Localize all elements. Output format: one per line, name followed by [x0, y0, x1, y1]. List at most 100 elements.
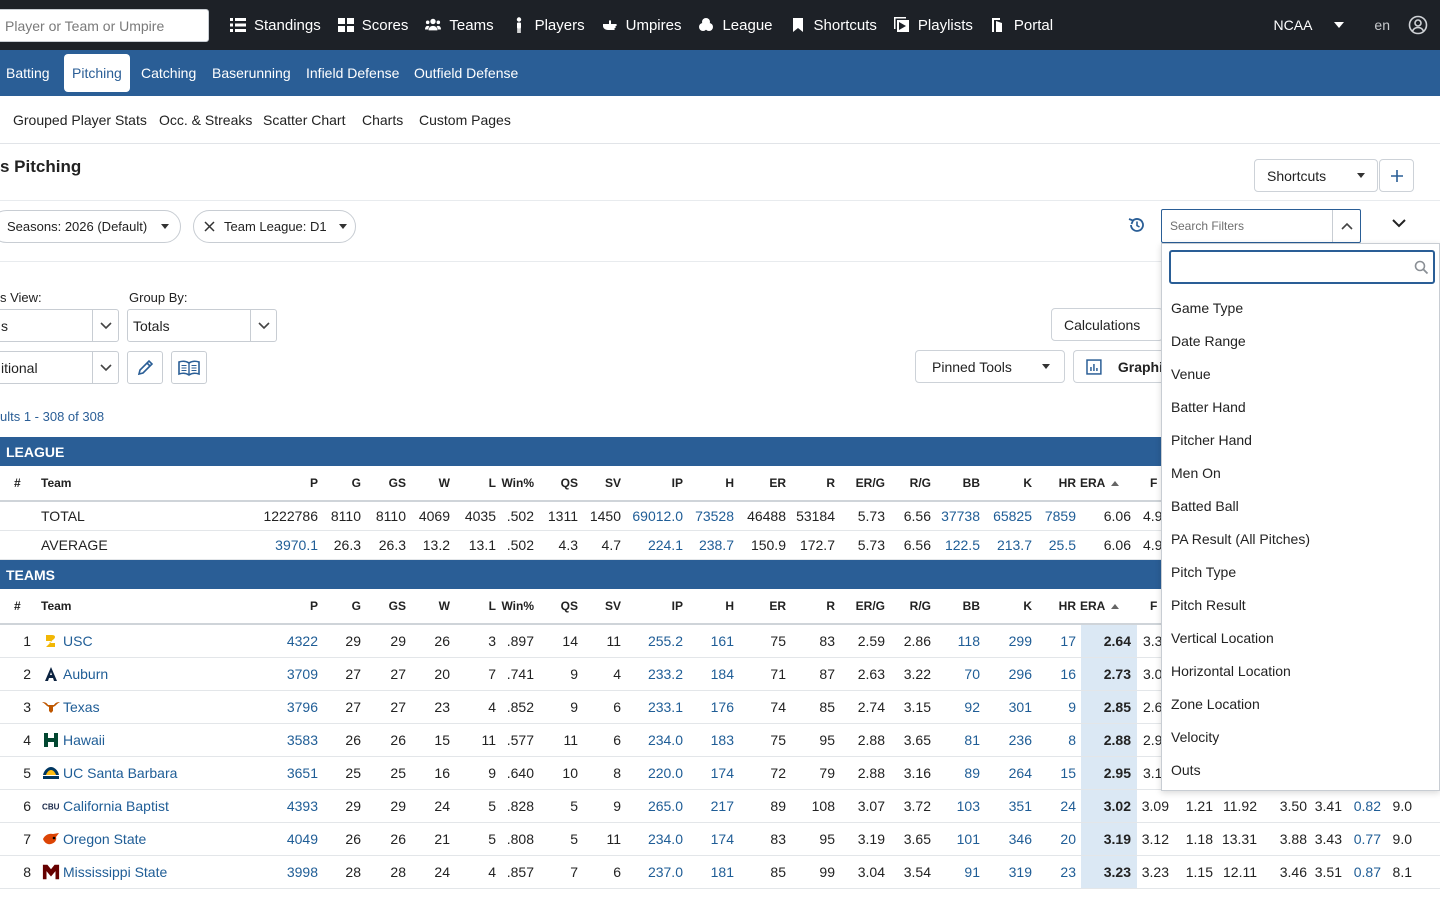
cell-h[interactable]: 174	[710, 831, 734, 847]
subnav-charts[interactable]: Charts	[362, 112, 404, 128]
team-link[interactable]: California Baptist	[63, 798, 169, 814]
filter-option-pa-result-all-pitches[interactable]: PA Result (All Pitches)	[1171, 531, 1311, 547]
column-header-p[interactable]: P	[258, 589, 318, 623]
filter-option-velocity[interactable]: Velocity	[1171, 729, 1220, 745]
reset-history-icon[interactable]	[1127, 215, 1147, 235]
table-row[interactable]: 1 USC 4322 29 29 26 3 .897 14 11 255.2 161 75 83 2.59 2…	[0, 625, 1440, 658]
filter-option-outs[interactable]: Outs	[1171, 762, 1201, 778]
team-link[interactable]: Texas	[63, 699, 100, 715]
column-header-ip[interactable]: IP	[623, 466, 683, 500]
cell-k[interactable]: 264	[1008, 765, 1032, 781]
table-row[interactable]: 4 Hawaii 3583 26 26 15 11 .577 11 6 234.0 183 75 95 2.…	[0, 724, 1440, 757]
column-header-g[interactable]: G	[301, 589, 361, 623]
cell-h[interactable]: 176	[710, 699, 734, 715]
column-header-f[interactable]: F	[1150, 589, 1170, 623]
cell-ip[interactable]: 233.2	[647, 666, 683, 682]
column-header-era[interactable]: ERA	[1080, 589, 1132, 623]
team-cell[interactable]: Texas	[42, 691, 262, 723]
cell-k[interactable]: 319	[1008, 864, 1032, 880]
filter-option-pitch-type[interactable]: Pitch Type	[1171, 564, 1237, 580]
tab-outfield-defense[interactable]: Outfield Defense	[414, 65, 519, 81]
column-header-h[interactable]: H	[674, 589, 734, 623]
column-header-ip[interactable]: IP	[623, 589, 683, 623]
cell-p[interactable]: 3970.1	[275, 537, 318, 553]
column-header-hr[interactable]: HR	[1016, 589, 1076, 623]
table-row[interactable]: 8 Mississippi State 3998 28 28 24 4 .857 7 6 237.0…	[0, 856, 1440, 889]
tab-infield-defense[interactable]: Infield Defense	[306, 65, 400, 81]
cell-p[interactable]: 3998	[286, 864, 318, 880]
column-header-bb[interactable]: BB	[920, 466, 980, 500]
cell-ip[interactable]: 234.0	[647, 831, 683, 847]
column-header-gs[interactable]: GS	[346, 589, 406, 623]
cell-h[interactable]: 184	[710, 666, 734, 682]
cell-extra[interactable]: 0.77	[1353, 831, 1381, 847]
cell-h[interactable]: 73528	[695, 508, 734, 524]
cell-hr[interactable]: 9	[1068, 699, 1076, 715]
table-row[interactable]: 2 Auburn 3709 27 27 20 7 .741 9 4 233.2 184 71 87 2.63…	[0, 658, 1440, 691]
team-cell[interactable]: Oregon State	[42, 823, 262, 855]
column-header-w[interactable]: W	[390, 466, 450, 500]
team-link[interactable]: USC	[63, 633, 93, 649]
cell-h[interactable]: 174	[710, 765, 734, 781]
search-filters-input[interactable]	[1162, 210, 1332, 242]
filter-option-date-range[interactable]: Date Range	[1171, 333, 1246, 349]
filter-option-batter-hand[interactable]: Batter Hand	[1171, 399, 1246, 415]
column-header-sv[interactable]: SV	[561, 466, 621, 500]
column-header-f[interactable]: F	[1150, 466, 1170, 500]
cell-bb[interactable]: 101	[956, 831, 980, 847]
table-row[interactable]: 5 UC Santa Barbara 3651 25 25 16 9 .640 10 8 220.0…	[0, 757, 1440, 790]
column-header-era[interactable]: ERA	[1080, 466, 1132, 500]
filter-option-pitch-result[interactable]: Pitch Result	[1171, 597, 1246, 613]
cell-bb[interactable]: 118	[957, 633, 980, 649]
team-cell[interactable]: CBU California Baptist	[42, 790, 262, 822]
tab-catching[interactable]: Catching	[141, 65, 197, 81]
cell-ip[interactable]: 255.2	[647, 633, 683, 649]
org-selector[interactable]: NCAA	[1274, 17, 1345, 33]
column-header-er-g[interactable]: ER/G	[825, 589, 885, 623]
cell-h[interactable]: 238.7	[698, 537, 734, 553]
filter-options-search[interactable]	[1169, 250, 1435, 284]
team-cell[interactable]: UC Santa Barbara	[42, 757, 262, 789]
team-link[interactable]: Mississippi State	[63, 864, 168, 880]
column-header-qs[interactable]: QS	[518, 589, 578, 623]
global-search-box[interactable]	[0, 9, 209, 42]
column-header-h[interactable]: H	[674, 466, 734, 500]
table-row[interactable]: 3 Texas 3796 27 27 23 4 .852 9 6 233.1 176 74 85 2.74 3…	[0, 691, 1440, 724]
shortcuts-dropdown-button[interactable]: Shortcuts	[1254, 159, 1378, 192]
nav-players[interactable]: Players	[510, 16, 585, 34]
column-header-g[interactable]: G	[301, 466, 361, 500]
nav-standings[interactable]: Standings	[229, 16, 321, 34]
cell-bb[interactable]: 89	[964, 765, 980, 781]
cell-p[interactable]: 3796	[286, 699, 318, 715]
column-header-r[interactable]: R	[775, 466, 835, 500]
subnav-custom-pages[interactable]: Custom Pages	[419, 112, 511, 128]
column-header-win-[interactable]: Win%	[474, 466, 534, 500]
filter-option-venue[interactable]: Venue	[1171, 366, 1211, 382]
column-header-p[interactable]: P	[258, 466, 318, 500]
season-filter-chip[interactable]: Seasons: 2026 (Default)	[0, 210, 181, 243]
user-account-icon[interactable]	[1408, 15, 1428, 35]
filter-option-men-on[interactable]: Men On	[1171, 465, 1221, 481]
nav-playlists[interactable]: Playlists	[893, 16, 973, 34]
cell-extra[interactable]: 0.82	[1353, 798, 1381, 814]
close-icon[interactable]	[204, 221, 215, 232]
team-league-filter-chip[interactable]: Team League: D1	[193, 210, 356, 243]
team-link[interactable]: Auburn	[63, 666, 109, 682]
pinned-tools-dropdown[interactable]: Pinned Tools	[915, 350, 1065, 383]
cell-bb[interactable]: 70	[964, 666, 980, 682]
column-header-l[interactable]: L	[436, 466, 496, 500]
cell-k[interactable]: 65825	[993, 508, 1032, 524]
view-select[interactable]: s	[0, 309, 119, 342]
tab-baserunning[interactable]: Baserunning	[212, 65, 291, 81]
calculations-button[interactable]: Calculations	[1051, 308, 1163, 341]
cell-p[interactable]: 4322	[286, 633, 318, 649]
language-selector[interactable]: en	[1374, 17, 1390, 33]
chevron-up-icon[interactable]	[1332, 210, 1360, 242]
cell-k[interactable]: 299	[1008, 633, 1032, 649]
cell-k[interactable]: 351	[1008, 798, 1032, 814]
cell-ip[interactable]: 234.0	[647, 732, 683, 748]
glossary-button[interactable]	[171, 351, 207, 384]
filter-option-zone-location[interactable]: Zone Location	[1171, 696, 1260, 712]
filter-option-batted-ball[interactable]: Batted Ball	[1171, 498, 1239, 514]
column-header-r-g[interactable]: R/G	[871, 589, 931, 623]
